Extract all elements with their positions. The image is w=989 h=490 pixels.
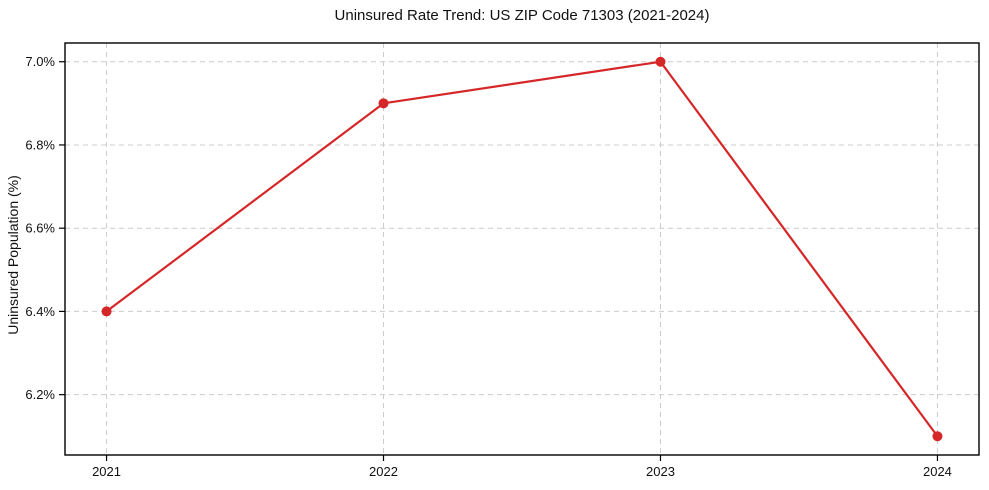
data-point-2021 xyxy=(101,306,112,317)
y-tick-label: 6.4% xyxy=(25,304,55,319)
x-tick-label: 2023 xyxy=(646,464,675,479)
x-tick-label: 2022 xyxy=(369,464,398,479)
trend-line xyxy=(105,60,939,438)
y-tick-label: 6.2% xyxy=(25,387,55,402)
x-tick-label: 2024 xyxy=(923,464,952,479)
y-tick-label: 6.6% xyxy=(25,221,55,236)
data-point-2024 xyxy=(932,431,943,442)
y-tick-label: 6.8% xyxy=(25,137,55,152)
x-tick-label: 2021 xyxy=(92,464,121,479)
data-point-2022 xyxy=(378,98,389,109)
y-tick-label: 7.0% xyxy=(25,54,55,69)
data-point-2023 xyxy=(655,56,666,67)
plot-border xyxy=(64,42,980,456)
chart-title: Uninsured Rate Trend: US ZIP Code 71303 … xyxy=(334,7,710,24)
